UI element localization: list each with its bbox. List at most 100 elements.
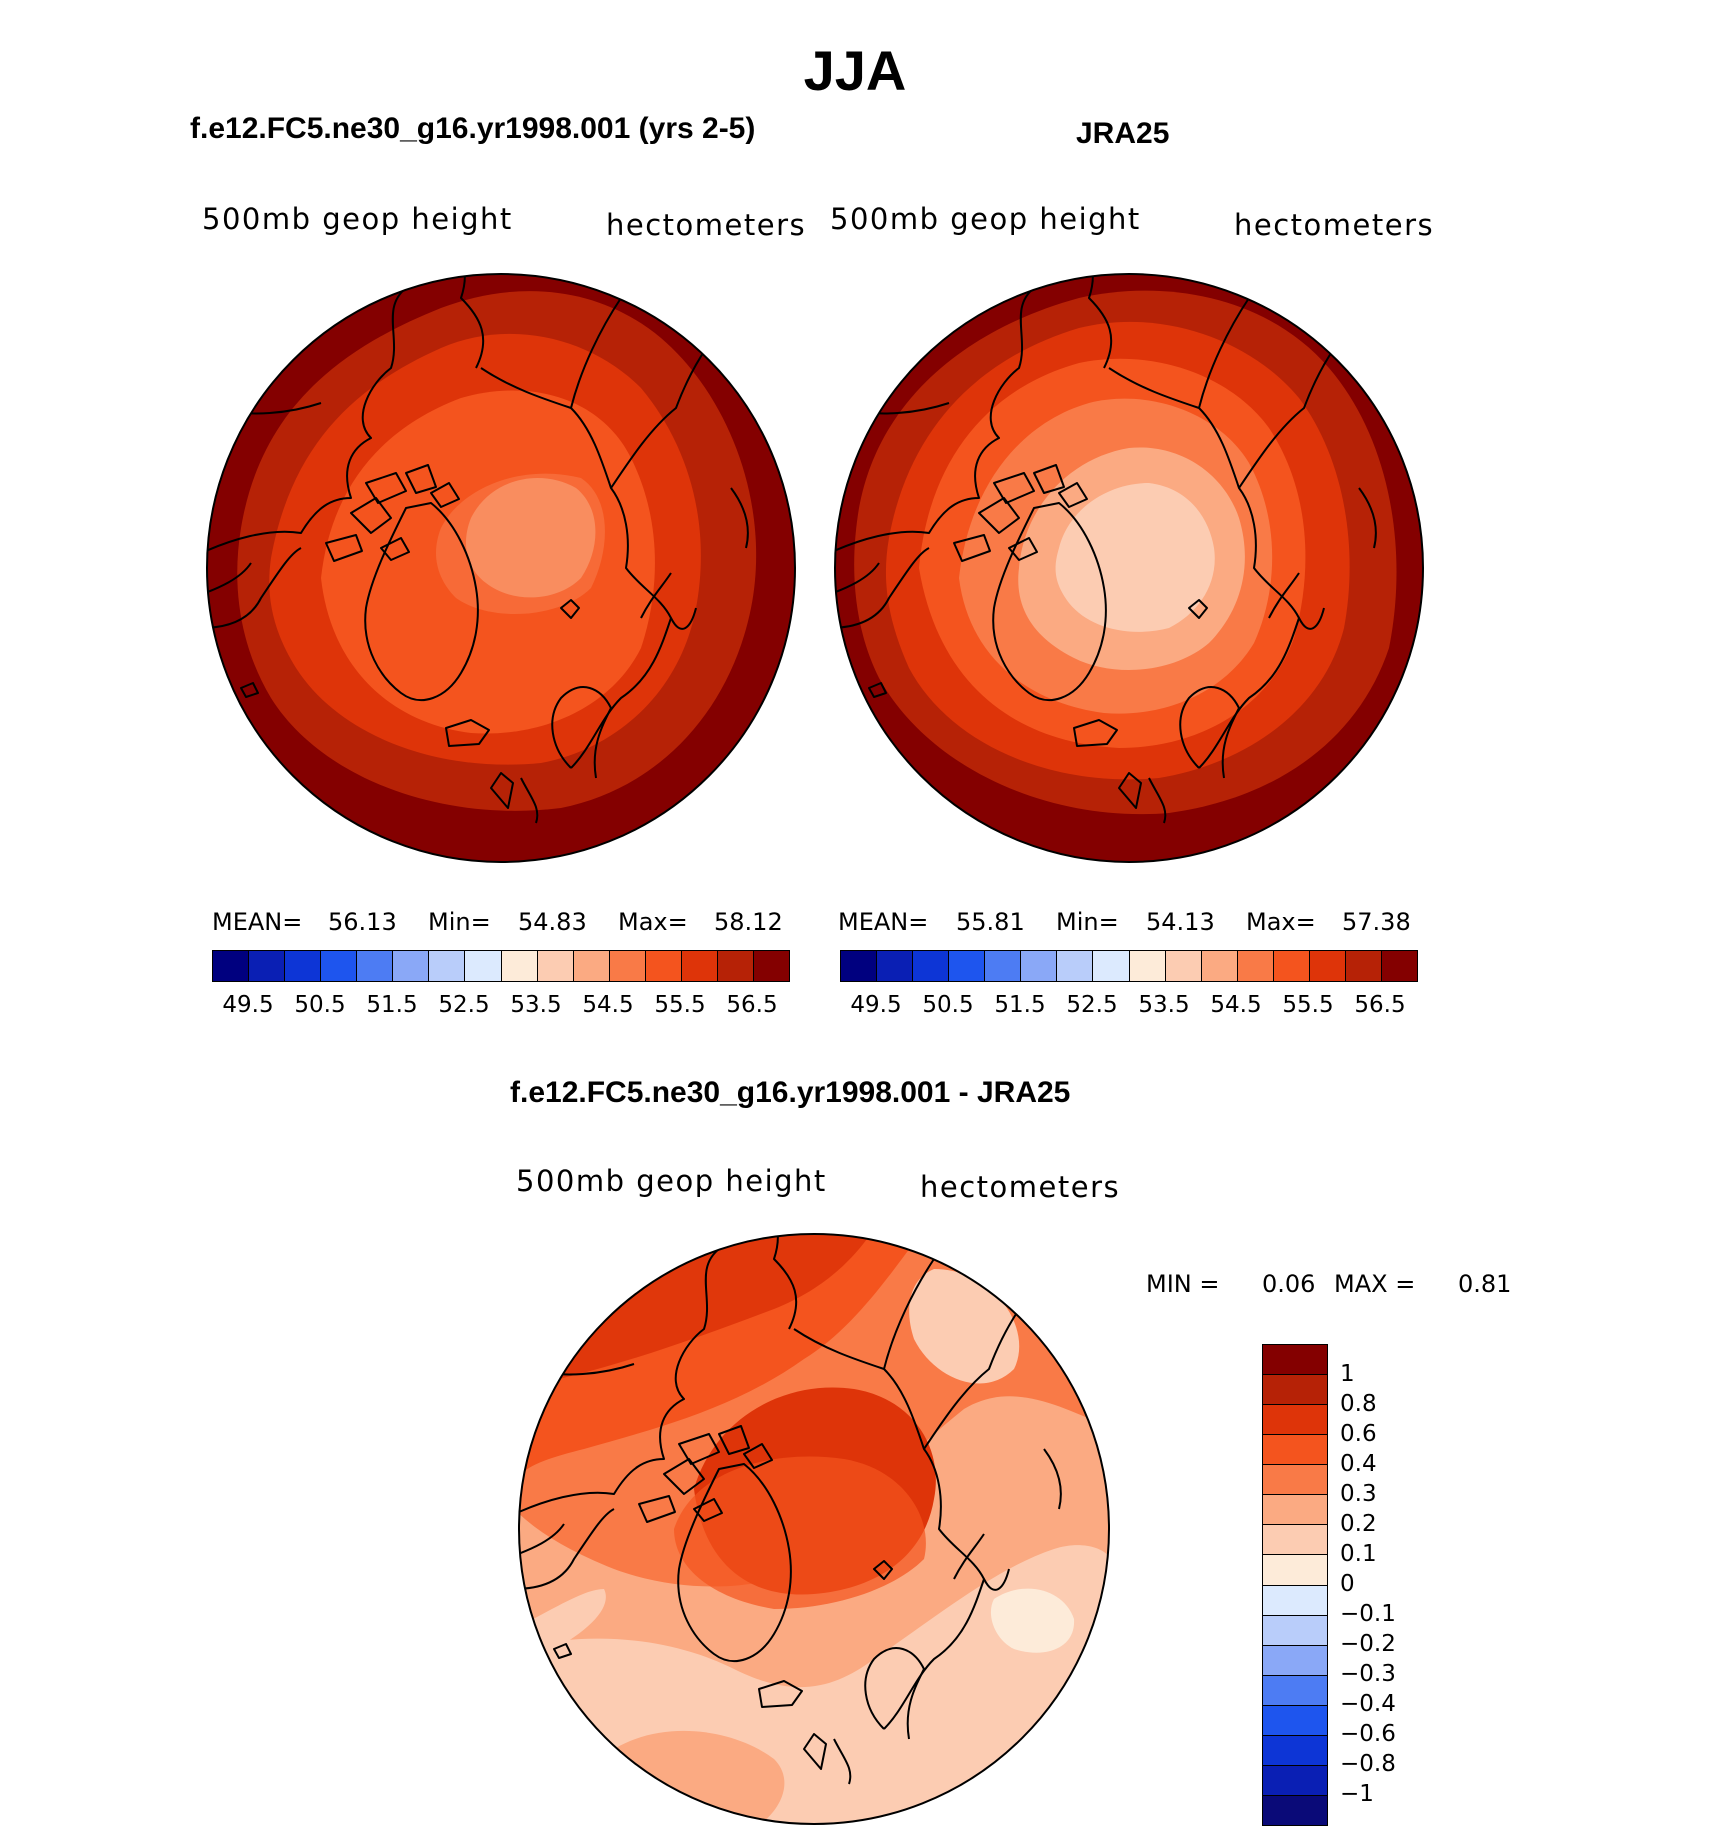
- diff-colorbar-tick-label: −0.2: [1340, 1631, 1396, 1657]
- model-colorbar-tick-label: 56.5: [726, 992, 778, 1018]
- obs-colorbar-swatch: [1380, 951, 1417, 981]
- diff-min-value: 0.06: [1262, 1270, 1316, 1298]
- model-colorbar-swatch: [464, 951, 501, 981]
- diff-colorbar-swatch: [1263, 1434, 1327, 1465]
- obs-colorbar-swatch: [876, 951, 913, 981]
- model-colorbar-tick-label: 53.5: [510, 992, 562, 1018]
- obs-colorbar-swatch: [984, 951, 1021, 981]
- model-colorbar-swatch: [716, 951, 753, 981]
- obs-colorbar-swatch: [1344, 951, 1381, 981]
- model-units-label: hectometers: [606, 208, 807, 242]
- model-colorbar-tick-label: 50.5: [294, 992, 346, 1018]
- obs-colorbar-swatch: [841, 951, 877, 981]
- diff-panel-title: f.e12.FC5.ne30_g16.yr1998.001 - JRA25: [510, 1076, 1071, 1109]
- model-colorbar-tick-label: 51.5: [366, 992, 418, 1018]
- model-colorbar-swatch: [752, 951, 789, 981]
- obs-colorbar-swatch: [1272, 951, 1309, 981]
- obs-units-label: hectometers: [1234, 208, 1435, 242]
- model-colorbar-swatch: [284, 951, 321, 981]
- obs-colorbar-tick-label: 55.5: [1282, 992, 1334, 1018]
- obs-colorbar-tick-label: 56.5: [1354, 992, 1406, 1018]
- diff-colorbar-tick-label: −0.4: [1340, 1691, 1396, 1717]
- diff-colorbar: [1262, 1344, 1328, 1826]
- obs-panel-title: JRA25: [1076, 117, 1170, 150]
- model-max-label: Max=: [618, 908, 688, 936]
- model-colorbar-swatch: [536, 951, 573, 981]
- obs-colorbar-swatch: [948, 951, 985, 981]
- model-mean-value: 56.13: [328, 908, 397, 936]
- model-colorbar-swatch: [320, 951, 357, 981]
- model-max-value: 58.12: [714, 908, 783, 936]
- obs-variable-label: 500mb geop height: [830, 202, 1141, 236]
- obs-colorbar: [840, 950, 1418, 982]
- obs-min-label: Min=: [1056, 908, 1119, 936]
- diff-colorbar-tick-label: 0.2: [1340, 1511, 1377, 1537]
- model-colorbar: [212, 950, 790, 982]
- diff-colorbar-swatch: [1263, 1674, 1327, 1705]
- diff-polar-map: [518, 1233, 1110, 1825]
- diff-min-label: MIN =: [1146, 1270, 1220, 1298]
- obs-colorbar-swatch: [1164, 951, 1201, 981]
- diff-colorbar-tick-label: −1: [1340, 1781, 1374, 1807]
- diff-colorbar-swatch: [1263, 1764, 1327, 1795]
- model-min-value: 54.83: [518, 908, 587, 936]
- diff-colorbar-tick-label: 0.3: [1340, 1481, 1377, 1507]
- obs-colorbar-swatch: [1200, 951, 1237, 981]
- obs-colorbar-tick-label: 49.5: [850, 992, 902, 1018]
- diff-colorbar-tick-label: 0.8: [1340, 1391, 1377, 1417]
- obs-colorbar-swatch: [1056, 951, 1093, 981]
- obs-colorbar-swatch: [1308, 951, 1345, 981]
- model-panel-title: f.e12.FC5.ne30_g16.yr1998.001 (yrs 2-5): [190, 112, 756, 145]
- model-colorbar-swatch: [248, 951, 285, 981]
- model-mean-label: MEAN=: [212, 908, 303, 936]
- obs-colorbar-swatch: [1128, 951, 1165, 981]
- model-colorbar-swatch: [356, 951, 393, 981]
- model-colorbar-swatch: [680, 951, 717, 981]
- diff-colorbar-tick-label: −0.8: [1340, 1751, 1396, 1777]
- model-colorbar-swatch: [392, 951, 429, 981]
- diff-colorbar-swatch: [1263, 1554, 1327, 1585]
- obs-colorbar-swatch: [1092, 951, 1129, 981]
- obs-polar-map: [834, 273, 1424, 863]
- diff-colorbar-tick-label: 0.6: [1340, 1421, 1377, 1447]
- page-title: JJA: [803, 39, 907, 102]
- obs-colorbar-tick-label: 53.5: [1138, 992, 1190, 1018]
- obs-colorbar-tick-label: 51.5: [994, 992, 1046, 1018]
- model-colorbar-swatch: [608, 951, 645, 981]
- obs-max-value: 57.38: [1342, 908, 1411, 936]
- diff-colorbar-swatch: [1263, 1494, 1327, 1525]
- diff-colorbar-swatch: [1263, 1734, 1327, 1765]
- model-colorbar-tick-label: 52.5: [438, 992, 490, 1018]
- model-colorbar-swatch: [500, 951, 537, 981]
- diff-colorbar-swatch: [1263, 1644, 1327, 1675]
- diff-colorbar-swatch: [1263, 1345, 1327, 1375]
- model-variable-label: 500mb geop height: [202, 202, 513, 236]
- obs-colorbar-tick-label: 52.5: [1066, 992, 1118, 1018]
- obs-min-value: 54.13: [1146, 908, 1215, 936]
- model-colorbar-swatch: [428, 951, 465, 981]
- diff-colorbar-swatch: [1263, 1704, 1327, 1735]
- model-colorbar-tick-label: 55.5: [654, 992, 706, 1018]
- obs-colorbar-tick-label: 54.5: [1210, 992, 1262, 1018]
- diff-colorbar-swatch: [1263, 1584, 1327, 1615]
- diff-colorbar-tick-label: 1: [1340, 1361, 1355, 1387]
- model-colorbar-swatch: [213, 951, 249, 981]
- diff-max-value: 0.81: [1458, 1270, 1512, 1298]
- diff-variable-label: 500mb geop height: [516, 1164, 827, 1198]
- model-colorbar-swatch: [644, 951, 681, 981]
- model-colorbar-swatch: [572, 951, 609, 981]
- diff-max-label: MAX =: [1334, 1270, 1416, 1298]
- diff-colorbar-swatch: [1263, 1404, 1327, 1435]
- diff-colorbar-swatch: [1263, 1374, 1327, 1405]
- diff-colorbar-swatch: [1263, 1614, 1327, 1645]
- obs-colorbar-tick-label: 50.5: [922, 992, 974, 1018]
- diff-colorbar-tick-label: −0.3: [1340, 1661, 1396, 1687]
- obs-mean-value: 55.81: [956, 908, 1025, 936]
- model-colorbar-tick-label: 49.5: [222, 992, 274, 1018]
- diff-colorbar-tick-label: −0.1: [1340, 1601, 1396, 1627]
- diff-colorbar-swatch: [1263, 1524, 1327, 1555]
- diff-colorbar-tick-label: −0.6: [1340, 1721, 1396, 1747]
- obs-colorbar-swatch: [912, 951, 949, 981]
- obs-colorbar-swatch: [1236, 951, 1273, 981]
- diff-colorbar-tick-label: 0: [1340, 1571, 1355, 1597]
